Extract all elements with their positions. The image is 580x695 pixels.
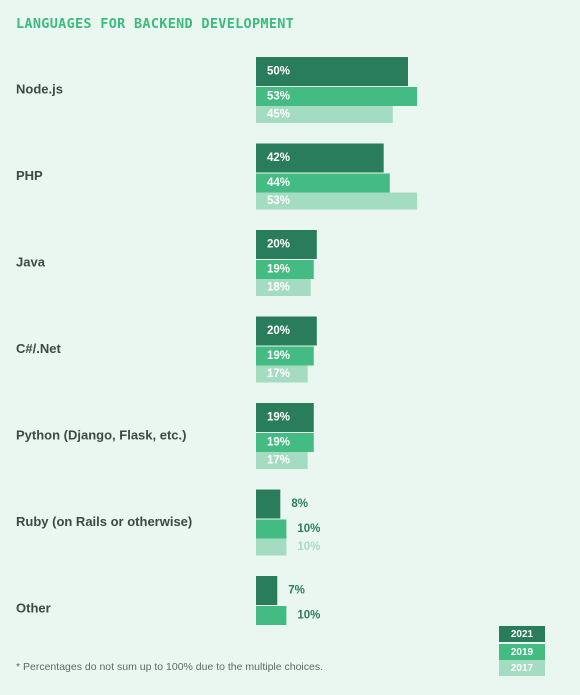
category-label: Node.js	[16, 81, 63, 96]
value-label: 7%	[288, 585, 305, 597]
bar-2019	[256, 346, 314, 366]
bar-2019	[256, 606, 287, 625]
value-label: 19%	[267, 412, 290, 424]
value-label: 53%	[267, 195, 290, 207]
value-label: 19%	[267, 437, 290, 449]
value-label: 10%	[297, 541, 320, 553]
value-label: 45%	[267, 109, 290, 121]
value-label: 17%	[267, 455, 290, 467]
bar-2021	[256, 576, 278, 605]
category-label: Java	[16, 254, 46, 269]
value-label: 53%	[267, 91, 290, 103]
bar-2021	[256, 230, 317, 259]
bar-2019	[256, 173, 390, 193]
category-label: PHP	[16, 168, 43, 183]
bar-2021	[256, 143, 384, 173]
bar-2021	[256, 403, 314, 432]
value-label: 50%	[267, 66, 290, 78]
bar-chart: Node.js 50% 53% 45% PHP 42% 44% 53% Java 20% 19% 18…	[16, 57, 418, 625]
bar-2019	[256, 433, 314, 452]
bar-2021	[256, 57, 408, 86]
value-label: 17%	[267, 368, 290, 380]
bar-2019	[256, 519, 287, 539]
category-label: Other	[16, 600, 51, 615]
value-label: 19%	[267, 350, 290, 362]
legend-2019: 2019	[499, 644, 545, 660]
value-label: 44%	[267, 177, 290, 189]
legend-2021: 2021	[499, 626, 545, 642]
bar-2017	[256, 192, 418, 210]
value-label: 42%	[267, 152, 290, 164]
bar-2017	[256, 538, 287, 556]
value-label: 10%	[297, 523, 320, 535]
value-label: 20%	[267, 325, 290, 337]
chart-title: LANGUAGES FOR BACKEND DEVELOPMENT	[16, 16, 295, 32]
footnote: * Percentages do not sum up to 100% due …	[16, 661, 324, 673]
bar-2019	[256, 260, 314, 279]
value-label: 19%	[267, 264, 290, 276]
bar-2021	[256, 316, 317, 346]
bar-2021	[256, 489, 281, 519]
legend-2017: 2017	[499, 660, 545, 676]
bar-2017	[256, 279, 311, 296]
category-label: C#/.Net	[16, 341, 61, 356]
bar-2017	[256, 452, 308, 469]
value-label: 20%	[267, 239, 290, 251]
bar-2017	[256, 106, 393, 123]
bar-2019	[256, 87, 418, 106]
bar-2017	[256, 365, 308, 383]
value-label: 8%	[291, 498, 308, 510]
value-label: 18%	[267, 282, 290, 294]
category-label: Python (Django, Flask, etc.)	[16, 427, 186, 442]
category-label: Ruby (on Rails or otherwise)	[16, 514, 192, 529]
value-label: 10%	[297, 610, 320, 622]
